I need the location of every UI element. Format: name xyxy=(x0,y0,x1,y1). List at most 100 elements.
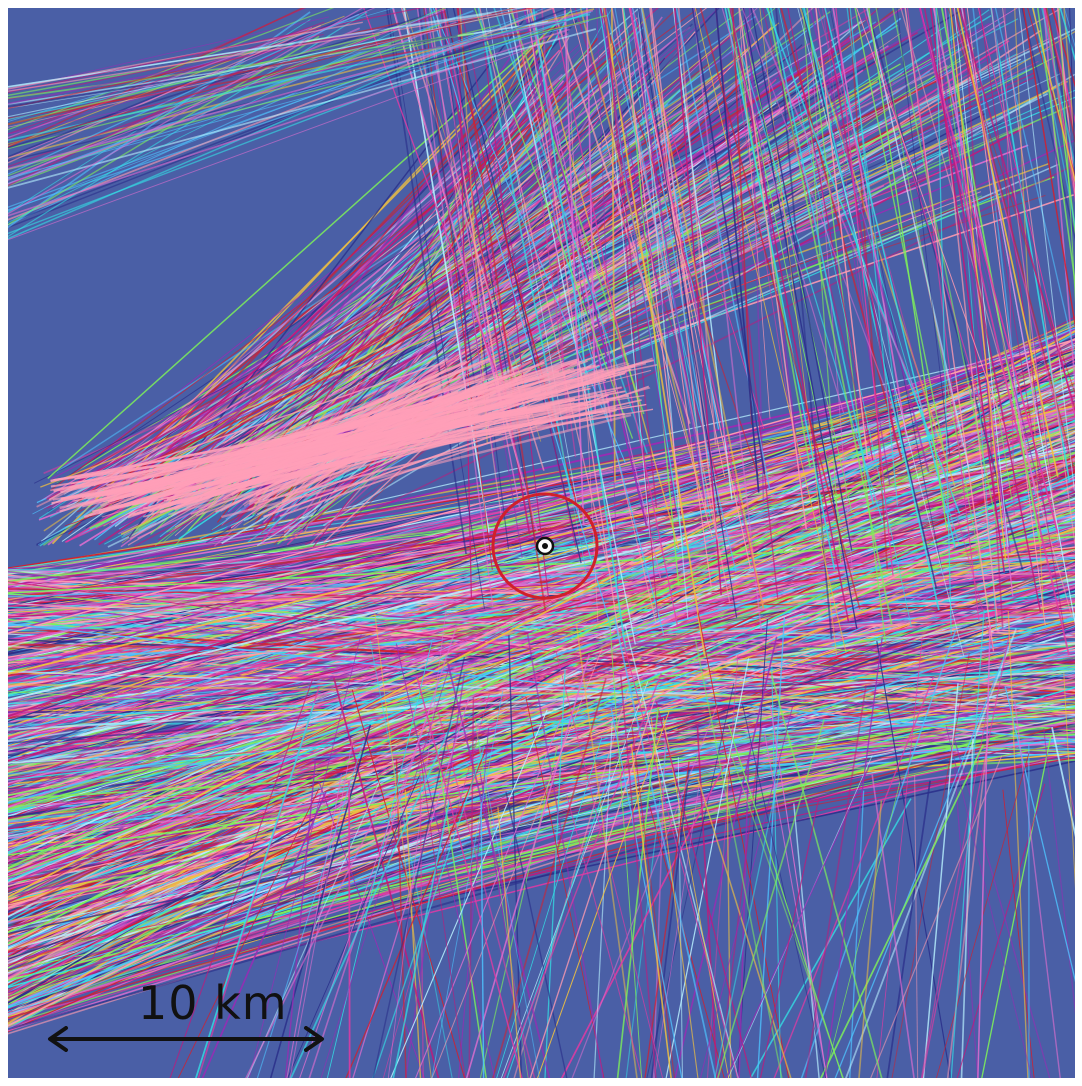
flight-track xyxy=(8,395,1075,645)
flight-track xyxy=(8,405,1075,869)
flight-track xyxy=(8,731,1075,924)
flight-track xyxy=(630,743,672,1078)
flight-track xyxy=(385,8,467,555)
flight-track xyxy=(497,806,522,1078)
flight-track xyxy=(778,8,912,628)
flight-track xyxy=(950,609,985,1078)
flight-track xyxy=(613,617,717,1078)
flight-track xyxy=(892,8,998,528)
flight-track xyxy=(8,721,1075,1019)
flight-track xyxy=(804,685,867,1078)
flight-track xyxy=(8,20,567,135)
flight-track xyxy=(541,8,569,431)
flight-track xyxy=(8,670,1075,731)
target-dot-center xyxy=(542,543,548,549)
flight-track xyxy=(8,21,325,135)
flight-track xyxy=(8,750,1075,1019)
flight-track xyxy=(956,8,1059,477)
flight-track xyxy=(164,9,962,481)
flight-track xyxy=(1043,8,1075,124)
map-view[interactable]: 10 km xyxy=(8,8,1075,1078)
highlight-track xyxy=(256,392,513,515)
flight-track xyxy=(611,8,731,604)
highlight-track xyxy=(258,379,519,503)
flight-track xyxy=(672,8,733,500)
flight-track xyxy=(8,509,1075,934)
flight-track xyxy=(8,597,1075,713)
flight-track xyxy=(870,755,1003,1078)
flight-track xyxy=(1043,728,1075,1015)
flight-track xyxy=(699,8,861,609)
flight-track xyxy=(8,526,1075,952)
flight-track xyxy=(8,13,360,175)
flight-track xyxy=(1007,610,1029,1078)
flight-track xyxy=(728,725,844,1078)
flight-track xyxy=(478,8,587,574)
flight-track xyxy=(716,718,825,1078)
flight-track xyxy=(473,8,634,439)
highlight-track xyxy=(254,409,617,505)
flight-track xyxy=(510,8,657,623)
flight-track xyxy=(8,756,1075,953)
flight-track xyxy=(977,8,1075,419)
flight-track xyxy=(1022,8,1075,329)
flight-track xyxy=(8,14,608,171)
flight-track xyxy=(8,473,1075,988)
flight-track xyxy=(624,625,739,1078)
flight-track xyxy=(769,705,828,1078)
flight-tracks-layer xyxy=(8,8,1075,1078)
flight-track xyxy=(935,8,952,635)
flight-track xyxy=(508,635,523,1078)
flight-track xyxy=(694,638,783,1078)
flight-track xyxy=(8,8,447,179)
flight-track xyxy=(750,8,853,551)
flight-track xyxy=(479,745,559,1078)
flight-track xyxy=(431,648,603,1078)
flight-track xyxy=(8,435,1075,883)
flight-track xyxy=(311,68,930,537)
exclusion-ring xyxy=(491,492,599,600)
flight-track xyxy=(103,8,906,491)
flight-track xyxy=(748,8,765,502)
flight-track xyxy=(256,739,365,1078)
flight-track xyxy=(1058,8,1075,304)
flight-track xyxy=(619,674,657,1078)
flight-track xyxy=(8,609,1075,683)
flight-track xyxy=(529,8,680,550)
flight-track xyxy=(1044,8,1075,192)
flight-track xyxy=(8,597,1075,729)
highlight-track xyxy=(279,385,650,518)
flight-track xyxy=(8,36,309,187)
highlight-track xyxy=(230,357,449,497)
flight-track xyxy=(8,485,1075,862)
flight-track xyxy=(876,636,923,1078)
flight-track xyxy=(178,129,679,504)
flight-track xyxy=(697,778,792,1078)
flight-track xyxy=(674,636,778,1078)
flight-track xyxy=(862,8,984,413)
flight-track xyxy=(8,8,335,131)
flight-track xyxy=(896,8,951,456)
flight-track xyxy=(8,432,1075,844)
flight-track xyxy=(500,8,665,636)
flight-track xyxy=(650,8,719,540)
flight-track xyxy=(977,625,991,1078)
flight-track xyxy=(691,8,766,475)
flight-track xyxy=(8,565,1075,942)
flight-track xyxy=(1063,672,1075,889)
flight-track xyxy=(47,9,572,480)
flight-track xyxy=(8,374,1075,607)
flight-track xyxy=(479,8,610,571)
flight-track xyxy=(563,8,585,526)
flight-track xyxy=(8,460,1075,599)
flight-track xyxy=(54,65,680,486)
highlight-track xyxy=(51,387,591,505)
flight-track xyxy=(8,29,439,128)
flight-track xyxy=(458,727,490,1078)
flight-track xyxy=(529,698,656,1078)
flight-track xyxy=(936,753,1030,1078)
flight-track xyxy=(351,689,466,1078)
flight-track xyxy=(593,721,613,1078)
flight-track xyxy=(8,705,1075,823)
site-marker xyxy=(491,492,599,600)
